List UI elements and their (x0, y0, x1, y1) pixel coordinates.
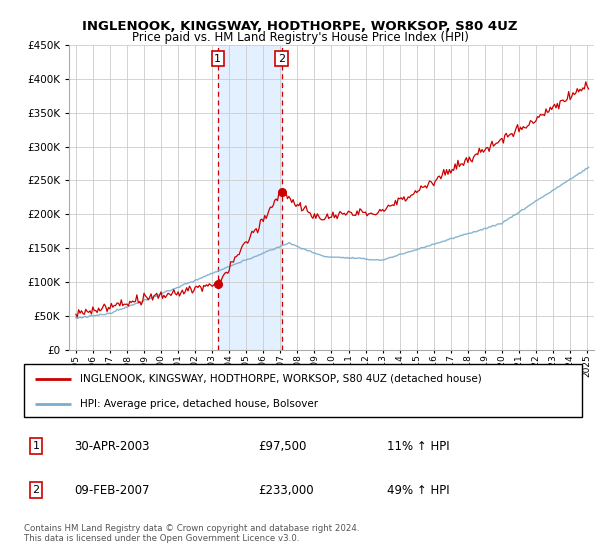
Text: 2: 2 (278, 54, 285, 63)
Text: 2: 2 (32, 485, 40, 495)
Text: HPI: Average price, detached house, Bolsover: HPI: Average price, detached house, Bols… (80, 399, 318, 409)
Bar (218, 45, 282, 350)
Text: 1: 1 (214, 54, 221, 63)
Text: 1: 1 (32, 441, 40, 451)
Text: £233,000: £233,000 (259, 484, 314, 497)
Text: £97,500: £97,500 (259, 440, 307, 452)
Text: INGLENOOK, KINGSWAY, HODTHORPE, WORKSOP, S80 4UZ: INGLENOOK, KINGSWAY, HODTHORPE, WORKSOP,… (82, 20, 518, 32)
Text: Contains HM Land Registry data © Crown copyright and database right 2024.
This d: Contains HM Land Registry data © Crown c… (24, 524, 359, 543)
Text: 30-APR-2003: 30-APR-2003 (74, 440, 150, 452)
Text: Price paid vs. HM Land Registry's House Price Index (HPI): Price paid vs. HM Land Registry's House … (131, 31, 469, 44)
Text: INGLENOOK, KINGSWAY, HODTHORPE, WORKSOP, S80 4UZ (detached house): INGLENOOK, KINGSWAY, HODTHORPE, WORKSOP,… (80, 374, 482, 384)
Text: 09-FEB-2007: 09-FEB-2007 (74, 484, 150, 497)
Text: 49% ↑ HPI: 49% ↑ HPI (387, 484, 449, 497)
Text: 11% ↑ HPI: 11% ↑ HPI (387, 440, 449, 452)
